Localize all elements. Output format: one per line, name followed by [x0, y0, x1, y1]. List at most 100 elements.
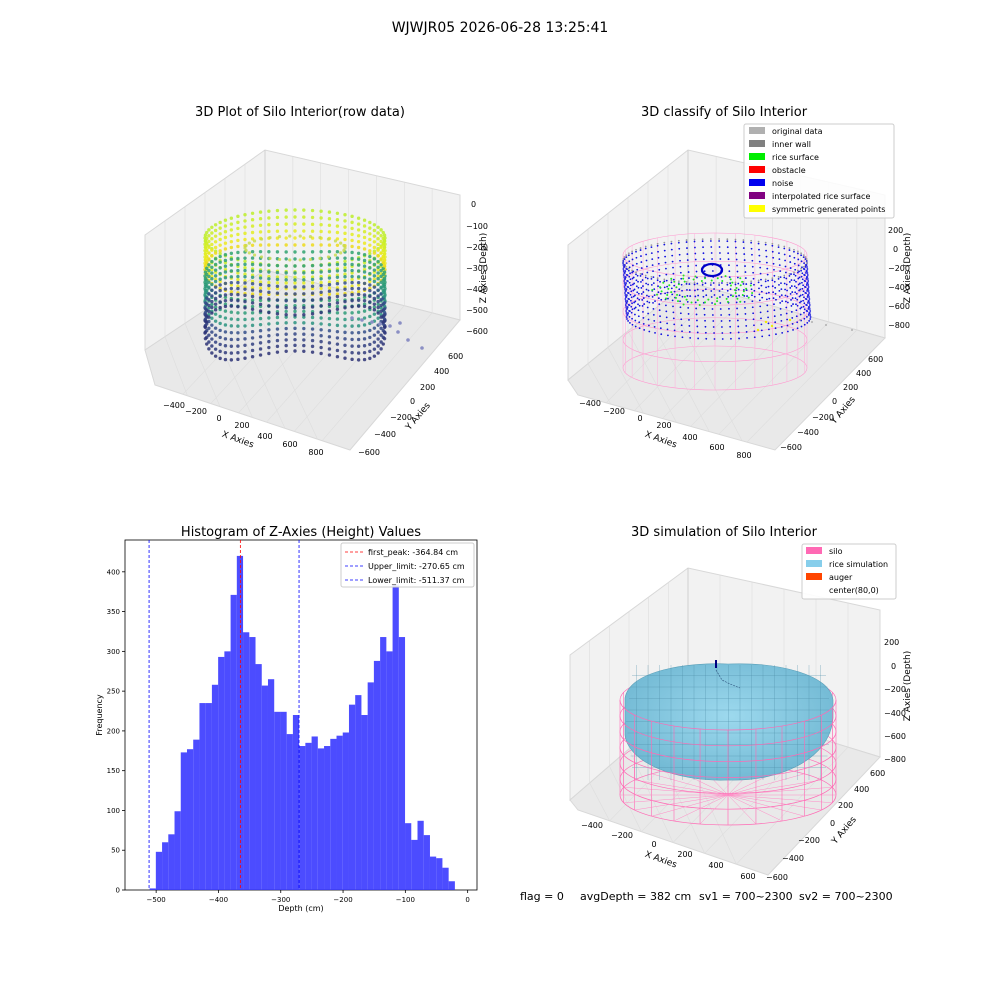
raw-point — [250, 323, 255, 328]
simulation-ytick: −200 — [798, 836, 820, 845]
raw-point — [350, 284, 354, 288]
classify-point — [798, 276, 801, 279]
classify-point — [808, 320, 811, 322]
classify-point — [704, 319, 706, 322]
classify-point — [623, 280, 626, 282]
raw-point — [310, 338, 315, 343]
raw-point — [207, 280, 211, 284]
raw-point — [318, 236, 322, 240]
raw-point — [376, 330, 380, 334]
classify-point — [760, 323, 763, 326]
classify-point — [783, 247, 786, 250]
raw-point — [310, 321, 315, 325]
classify-point-cloud — [622, 238, 853, 340]
classify-ztick: −600 — [888, 302, 910, 311]
raw-point — [343, 246, 347, 250]
raw-point — [293, 222, 297, 226]
classify-point — [630, 311, 633, 314]
raw-point — [335, 286, 340, 290]
classify-point — [750, 280, 753, 283]
raw-point — [381, 342, 385, 346]
classify-point — [639, 275, 642, 277]
histogram-bar — [218, 656, 225, 890]
classify-point — [807, 280, 810, 282]
raw-point — [267, 270, 271, 274]
classify-point — [674, 296, 677, 299]
raw-point — [275, 338, 280, 343]
raw-point — [284, 281, 288, 285]
raw-point — [327, 269, 332, 274]
classify-point — [639, 273, 642, 275]
classify-point — [777, 278, 780, 280]
classify-point — [662, 281, 665, 284]
classify-point — [672, 305, 674, 308]
raw-point — [376, 302, 380, 307]
classify-point — [631, 258, 634, 261]
raw-point — [293, 278, 297, 282]
classify-point — [788, 275, 791, 277]
raw-point — [210, 248, 214, 252]
raw-point — [350, 298, 354, 303]
raw-xtick: 800 — [308, 448, 323, 457]
classify-point — [752, 277, 755, 280]
classify-point — [806, 321, 809, 324]
classify-point — [659, 327, 662, 330]
classify-point — [625, 282, 627, 284]
classify-point — [753, 283, 755, 286]
raw-point — [372, 234, 377, 238]
raw-point — [236, 298, 240, 303]
classify-point — [753, 336, 756, 339]
raw-point — [319, 223, 323, 227]
raw-point — [327, 298, 332, 303]
classify-point — [750, 288, 753, 291]
raw-point — [267, 243, 271, 247]
classify-point — [745, 287, 748, 290]
raw-point — [356, 245, 361, 250]
classify-point — [767, 328, 770, 331]
raw-point — [229, 290, 234, 294]
raw-point — [250, 298, 255, 303]
classify-point — [804, 256, 807, 258]
classify-point — [659, 315, 661, 318]
raw-point — [293, 229, 297, 233]
raw-point — [229, 351, 234, 355]
raw-point — [207, 297, 211, 302]
classify-point — [654, 300, 656, 302]
classify-point — [622, 268, 625, 270]
raw-point — [284, 264, 288, 268]
raw-point — [275, 222, 280, 227]
raw-point — [372, 274, 377, 278]
raw-point — [382, 325, 387, 330]
classify-point — [724, 275, 727, 278]
raw-ytick: −200 — [390, 413, 412, 422]
histogram-bar — [274, 711, 281, 890]
panel-raw-3d: 3D Plot of Silo Interior(row data) −400 … — [144, 105, 489, 457]
classify-point — [800, 254, 803, 257]
classify-point — [745, 331, 748, 333]
classify-point — [802, 254, 805, 257]
classify-point — [803, 268, 806, 271]
classify-point — [670, 240, 673, 243]
raw-point — [275, 208, 280, 213]
classify-point — [751, 265, 754, 268]
classify-point — [687, 271, 690, 273]
raw-point — [268, 236, 272, 240]
raw-point — [302, 338, 306, 342]
classify-point — [730, 337, 732, 340]
raw-point — [284, 292, 288, 296]
raw-point — [362, 275, 367, 280]
histogram-reference-lines — [148, 540, 300, 890]
classify-point — [631, 252, 634, 255]
raw-point — [267, 283, 271, 288]
raw-point — [250, 224, 255, 228]
panel-simulation-3d: 3D simulation of Silo Interior −400 −200… — [569, 525, 913, 882]
raw-point — [203, 331, 207, 335]
raw-point — [284, 257, 288, 261]
classify-point — [725, 297, 728, 300]
raw-point — [343, 268, 347, 273]
simulation-xtick: −200 — [611, 831, 633, 840]
raw-point — [275, 321, 280, 325]
raw-point — [372, 251, 377, 255]
classify-point — [750, 241, 753, 244]
raw-point — [268, 256, 272, 260]
